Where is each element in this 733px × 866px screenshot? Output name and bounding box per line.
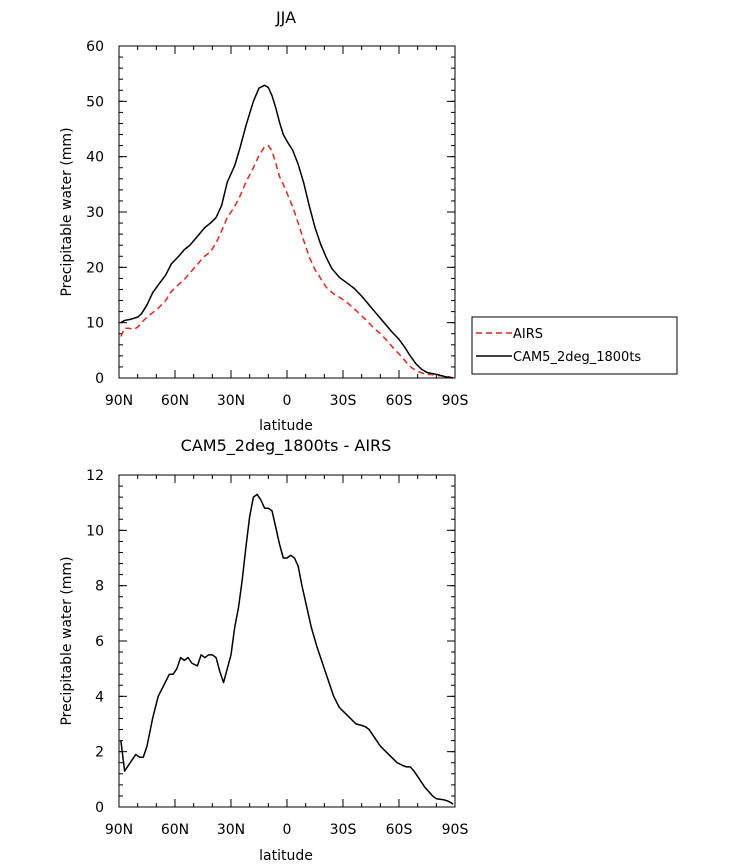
legend-box	[471, 316, 678, 375]
series-layer	[120, 493, 454, 805]
x-tick-label: 60S	[386, 822, 413, 838]
y-tick-label: 10	[86, 523, 104, 539]
y-tick-label: 6	[95, 634, 104, 650]
tick-marks	[118, 45, 456, 379]
x-tick-label: 90N	[105, 822, 133, 838]
y-axis-label: Precipitable water (mm)	[59, 556, 75, 725]
y-tick-label: 8	[95, 579, 104, 595]
y-tick-label: 12	[86, 468, 104, 484]
series-line-difference	[120, 493, 454, 805]
y-tick-labels: 0 10 20 30 40 50 60	[86, 39, 104, 387]
x-axis-label: latitude	[259, 418, 313, 434]
x-tick-label: 30S	[330, 393, 357, 409]
y-tick-label: 30	[86, 205, 104, 221]
legend-label-cam5: CAM5_2deg_1800ts	[513, 350, 641, 365]
plot-frame	[118, 45, 456, 379]
y-tick-labels: 0 2 4 6 8 10 12	[86, 468, 104, 816]
x-tick-label: 90S	[442, 822, 469, 838]
tick-marks	[118, 474, 456, 808]
y-tick-label: 4	[95, 689, 104, 705]
y-tick-label: 20	[86, 260, 104, 276]
legend-label-airs: AIRS	[513, 327, 543, 342]
x-tick-labels: 90N 60N 30N 0 30S 60S 90S	[105, 822, 469, 838]
x-tick-label: 0	[283, 393, 292, 409]
y-tick-label: 0	[95, 800, 104, 816]
y-axis-label: Precipitable water (mm)	[59, 127, 75, 296]
chart-title: JJA	[275, 8, 296, 27]
x-tick-label: 0	[283, 822, 292, 838]
x-tick-label: 30N	[217, 822, 245, 838]
legend: AIRS CAM5_2deg_1800ts	[471, 316, 678, 375]
series-line-cam5-2deg-1800ts	[120, 84, 454, 379]
y-tick-label: 40	[86, 150, 104, 166]
x-tick-label: 30S	[330, 822, 357, 838]
plot-frame	[118, 474, 456, 808]
y-tick-label: 10	[86, 316, 104, 332]
panel-difference: CAM5_2deg_1800ts - AIRS 90N 60N 30N 0 30S 60S…	[59, 436, 468, 864]
panel-jja: JJA 90N 60N 30N 0 30S 60S 90S 0 10 20 30 40 50 60 la…	[59, 8, 678, 434]
x-tick-label: 30N	[217, 393, 245, 409]
y-tick-label: 0	[95, 371, 104, 387]
x-tick-label: 90N	[105, 393, 133, 409]
y-tick-label: 60	[86, 39, 104, 55]
series-layer	[120, 84, 454, 379]
x-tick-label: 60N	[161, 822, 189, 838]
x-axis-label: latitude	[259, 848, 313, 864]
x-tick-labels: 90N 60N 30N 0 30S 60S 90S	[105, 393, 469, 409]
x-tick-label: 60S	[386, 393, 413, 409]
y-tick-label: 2	[95, 745, 104, 761]
x-tick-label: 60N	[161, 393, 189, 409]
y-tick-label: 50	[86, 94, 104, 110]
x-tick-label: 90S	[442, 393, 469, 409]
series-line-airs	[120, 144, 454, 379]
chart-title: CAM5_2deg_1800ts - AIRS	[181, 436, 392, 456]
